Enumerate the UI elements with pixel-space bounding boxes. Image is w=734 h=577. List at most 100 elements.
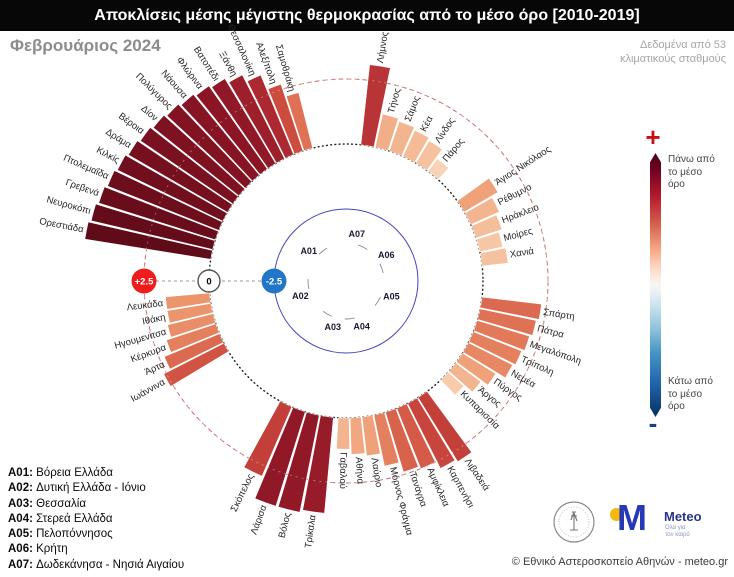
station-bar bbox=[464, 197, 500, 225]
station-label: Γαβαλού bbox=[337, 452, 349, 489]
region-key-item: A06: Κρήτη bbox=[8, 542, 184, 557]
region-code-A05: A05 bbox=[383, 292, 400, 302]
station-bar bbox=[402, 130, 430, 163]
station-label: Ορεστιάδα bbox=[38, 216, 85, 235]
station-label: Ιωάννινα bbox=[129, 377, 167, 405]
region-key-item: A05: Πελοπόννησος bbox=[8, 527, 184, 542]
legend-below-average-label: Κάτω από το μέσο όρο bbox=[668, 376, 713, 412]
station-label: Λήμνος bbox=[375, 31, 391, 64]
station-label: Λάρισα bbox=[249, 503, 270, 536]
station-label: Μοίρες bbox=[502, 226, 534, 244]
region-code-A04: A04 bbox=[353, 321, 370, 331]
station-bar bbox=[286, 92, 313, 151]
station-bar bbox=[166, 303, 214, 324]
station-bar bbox=[417, 391, 472, 462]
station-label: Δίον bbox=[139, 103, 160, 124]
station-label: Τρίκαλα bbox=[303, 514, 319, 549]
station-bar bbox=[361, 415, 381, 457]
region-key-code: A02: bbox=[8, 482, 37, 495]
station-label: Ηράκλειο bbox=[500, 202, 540, 226]
station-bar bbox=[480, 296, 542, 320]
region-code-A02: A02 bbox=[292, 291, 309, 301]
station-label: Νευροκόπι bbox=[45, 194, 92, 217]
meteo-logo: M Meteo Όλα για τον καιρό bbox=[604, 496, 732, 548]
station-bar bbox=[267, 83, 304, 155]
station-bar bbox=[468, 331, 522, 365]
noa-observatory-logo bbox=[553, 501, 595, 543]
station-bar bbox=[152, 114, 246, 197]
station-bar bbox=[336, 417, 350, 450]
station-bar bbox=[98, 186, 219, 241]
legend-plus-sign: + bbox=[645, 122, 661, 152]
station-bar bbox=[476, 231, 504, 253]
data-source-note: Δεδομένα από 53 κλιματικούς σταθμούς bbox=[620, 38, 726, 66]
axis-badge bbox=[261, 268, 287, 294]
legend-minus-sign: - bbox=[648, 408, 658, 438]
station-bar bbox=[471, 214, 503, 239]
station-bar bbox=[117, 154, 228, 222]
station-bar bbox=[302, 415, 334, 514]
station-label: Λαύριο bbox=[369, 457, 385, 488]
region-key-code: A03: bbox=[8, 497, 37, 510]
region-key-item: A03: Θεσσαλία bbox=[8, 497, 184, 512]
region-key-name: Στερεά Ελλάδα bbox=[36, 512, 113, 525]
station-label: Χανιά bbox=[509, 246, 535, 261]
station-label: Τανάγρα bbox=[407, 471, 429, 509]
station-bar bbox=[477, 308, 537, 336]
station-bar bbox=[375, 113, 399, 151]
station-bar bbox=[164, 333, 224, 370]
region-arc-tick bbox=[358, 244, 368, 250]
region-code-A01: A01 bbox=[300, 246, 317, 256]
station-label: Αθήνα bbox=[353, 457, 366, 485]
footer-logos: M Meteo Όλα για τον καιρό bbox=[552, 496, 732, 548]
region-key-name: Δωδεκάνησα - Νησιά Αιγαίου bbox=[36, 558, 185, 571]
station-bar bbox=[415, 140, 443, 171]
station-bar bbox=[211, 78, 276, 169]
region-key-code: A06: bbox=[8, 543, 37, 556]
station-bar bbox=[396, 403, 436, 469]
station-bar bbox=[456, 352, 497, 386]
station-label: Κιλκίς bbox=[94, 145, 121, 166]
station-label: Γρεβενά bbox=[64, 177, 101, 199]
station-label: Λευκάδα bbox=[126, 298, 164, 313]
station-label: Σπάρτη bbox=[542, 307, 575, 323]
station-bar bbox=[277, 411, 320, 513]
station-label: Πάτρα bbox=[536, 323, 565, 340]
axis-badge-label: -2.5 bbox=[266, 277, 283, 288]
region-code-A03: A03 bbox=[325, 322, 342, 332]
station-label: Ιθάκη bbox=[141, 312, 166, 327]
station-label: Σάμος bbox=[403, 94, 423, 123]
station-bar bbox=[427, 158, 449, 180]
region-key-code: A01: bbox=[8, 467, 37, 479]
title-bar: Αποκλίσεις μέσης μέγιστης θερμοκρασίας α… bbox=[0, 0, 734, 31]
station-bar bbox=[181, 94, 260, 182]
region-key-name: Κρήτη bbox=[36, 543, 68, 556]
region-key-name: Βόρεια Ελλάδα bbox=[36, 467, 113, 479]
station-bar bbox=[167, 313, 216, 338]
station-bar bbox=[407, 397, 456, 469]
month-label: Φεβρουάριος 2024 bbox=[10, 36, 161, 55]
region-key-item: A04: Στερεά Ελλάδα bbox=[8, 512, 184, 527]
region-arc-tick bbox=[374, 296, 381, 306]
station-bar bbox=[349, 416, 366, 455]
meteo-wordmark: Meteo bbox=[664, 509, 702, 524]
region-arc-tick bbox=[322, 310, 332, 317]
region-arc-tick bbox=[307, 278, 310, 289]
region-key-name: Θεσσαλία bbox=[36, 497, 86, 510]
station-bar bbox=[107, 170, 223, 231]
region-key-code: A05: bbox=[8, 528, 37, 541]
meteo-sun-icon bbox=[610, 508, 623, 521]
station-bar bbox=[440, 371, 465, 396]
station-bar bbox=[166, 323, 220, 353]
inner-ring-minus-2-5 bbox=[273, 208, 419, 354]
page-title: Αποκλίσεις μέσης μέγιστης θερμοκρασίας α… bbox=[94, 6, 640, 24]
station-bar bbox=[254, 407, 306, 507]
region-key-legend: A01: Βόρεια Ελλάδα A02: Δυτική Ελλάδα - Ι… bbox=[8, 466, 184, 573]
legend-gradient-bar bbox=[650, 153, 661, 417]
station-bar bbox=[84, 221, 213, 260]
source-line: κλιματικούς σταθμούς bbox=[619, 53, 726, 65]
region-key-code: A04: bbox=[8, 512, 37, 525]
axis-badge-label: +2.5 bbox=[135, 277, 154, 288]
station-label: Τήνος bbox=[386, 87, 403, 115]
